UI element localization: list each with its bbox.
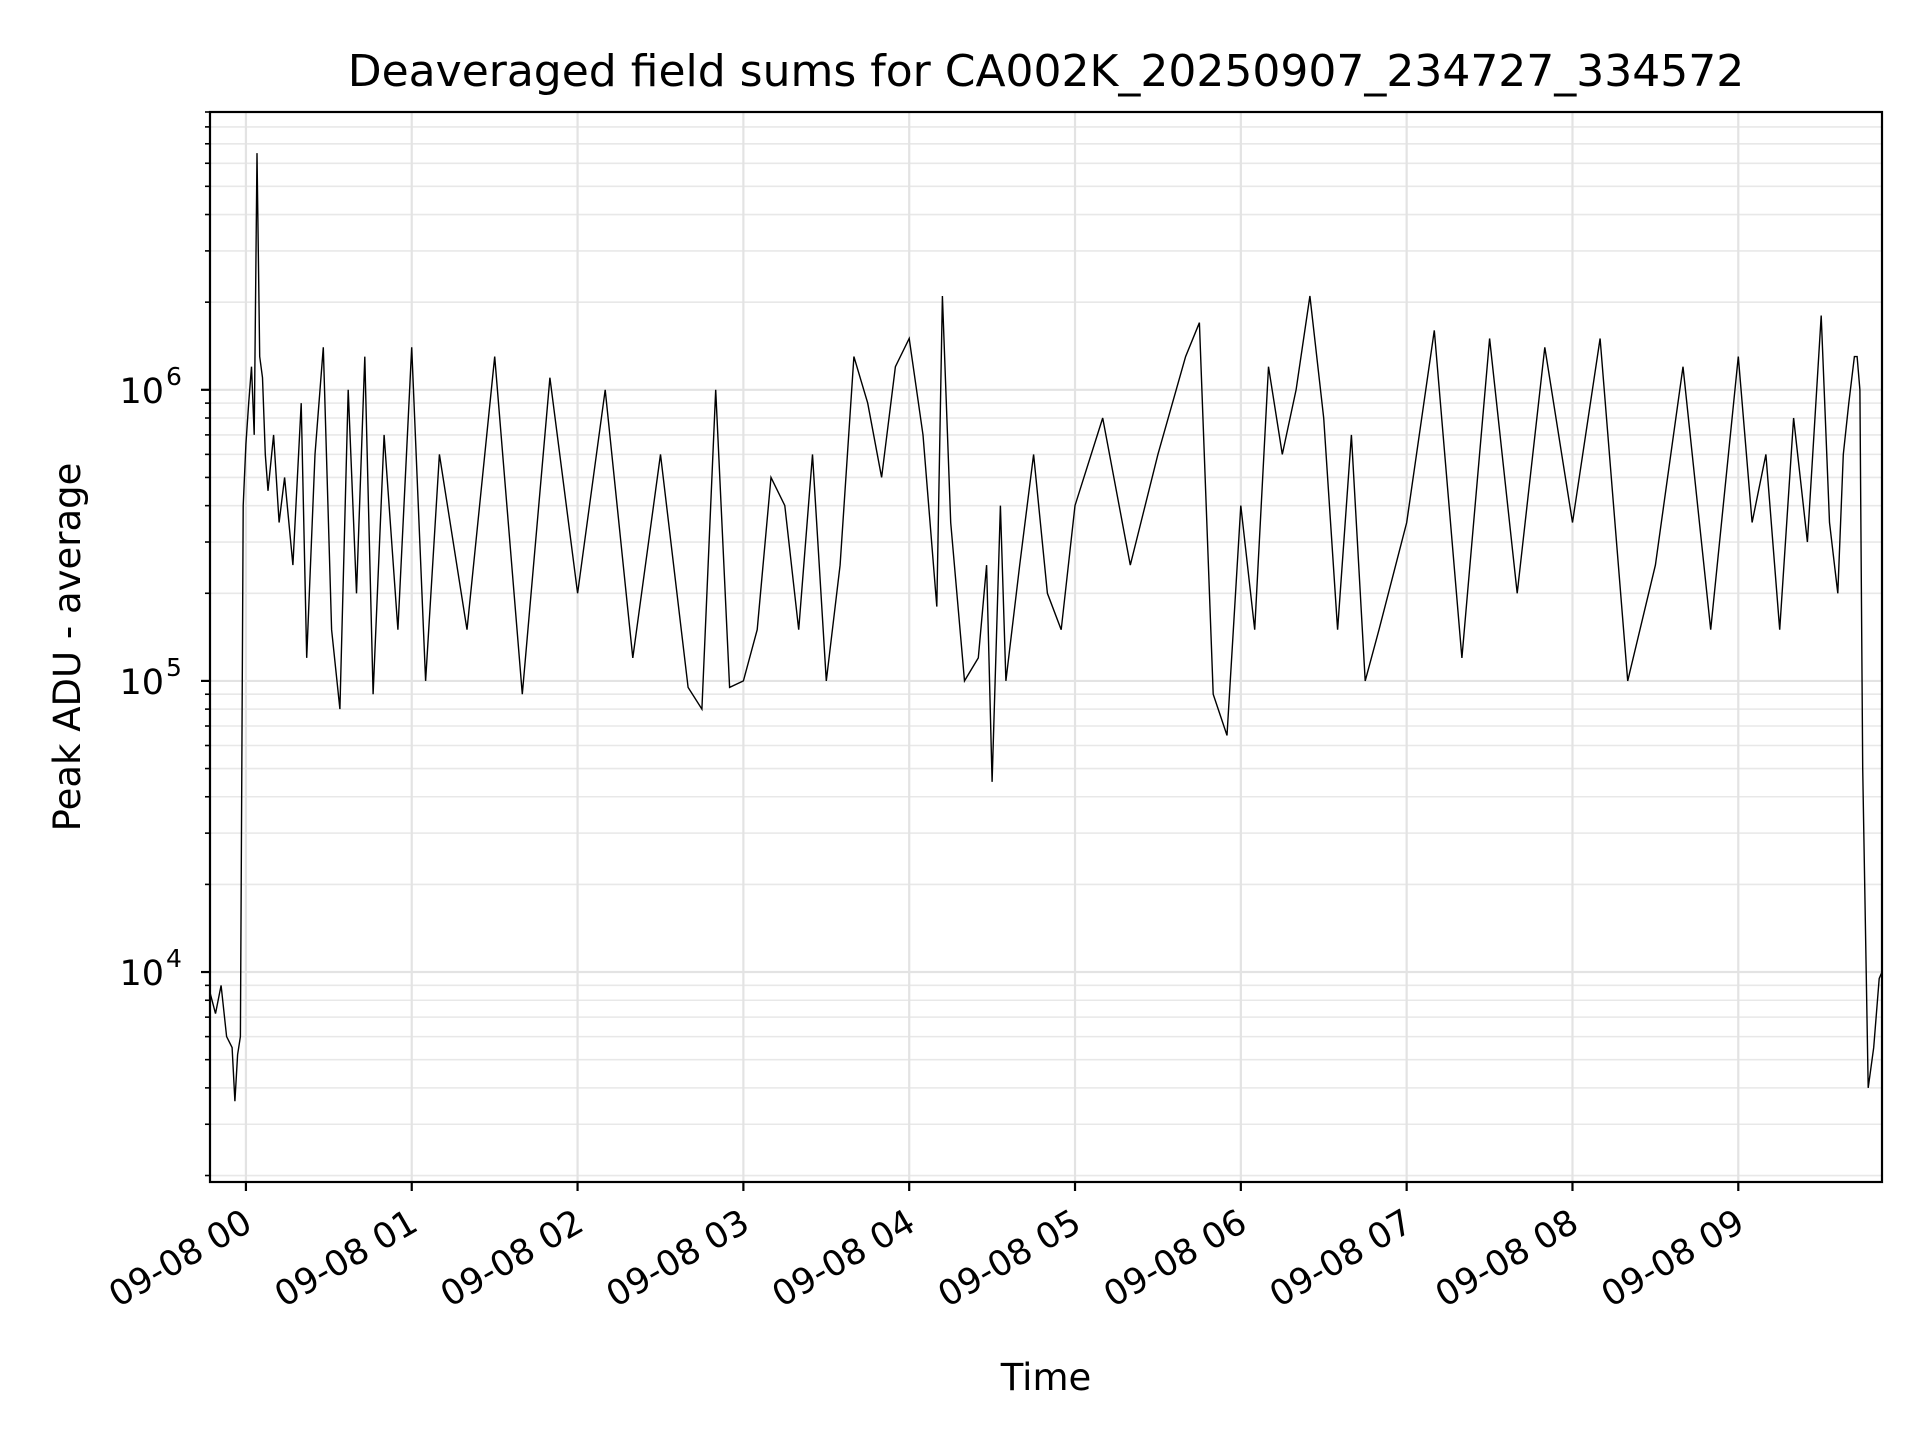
y-tick-exponent: 4 — [166, 944, 182, 973]
y-tick-label: 10 — [119, 372, 164, 412]
y-axis-label: Peak ADU - average — [46, 463, 89, 832]
grid — [210, 111, 1882, 1182]
series-group — [209, 153, 1883, 1102]
x-axis-label: Time — [1000, 1356, 1092, 1399]
y-tick-exponent: 6 — [166, 362, 182, 391]
chart-title: Deaveraged field sums for CA002K_2025090… — [348, 46, 1745, 97]
y-tick-label: 10 — [119, 663, 164, 703]
y-tick-label: 10 — [119, 954, 164, 994]
y-tick-base: 10 — [119, 372, 164, 412]
y-tick-base: 10 — [119, 663, 164, 703]
series-line — [209, 153, 1883, 1102]
plot-frame — [208, 110, 1884, 1184]
y-tick-base: 10 — [119, 954, 164, 994]
plot-area — [210, 112, 1882, 1182]
y-tick-exponent: 5 — [166, 653, 182, 682]
